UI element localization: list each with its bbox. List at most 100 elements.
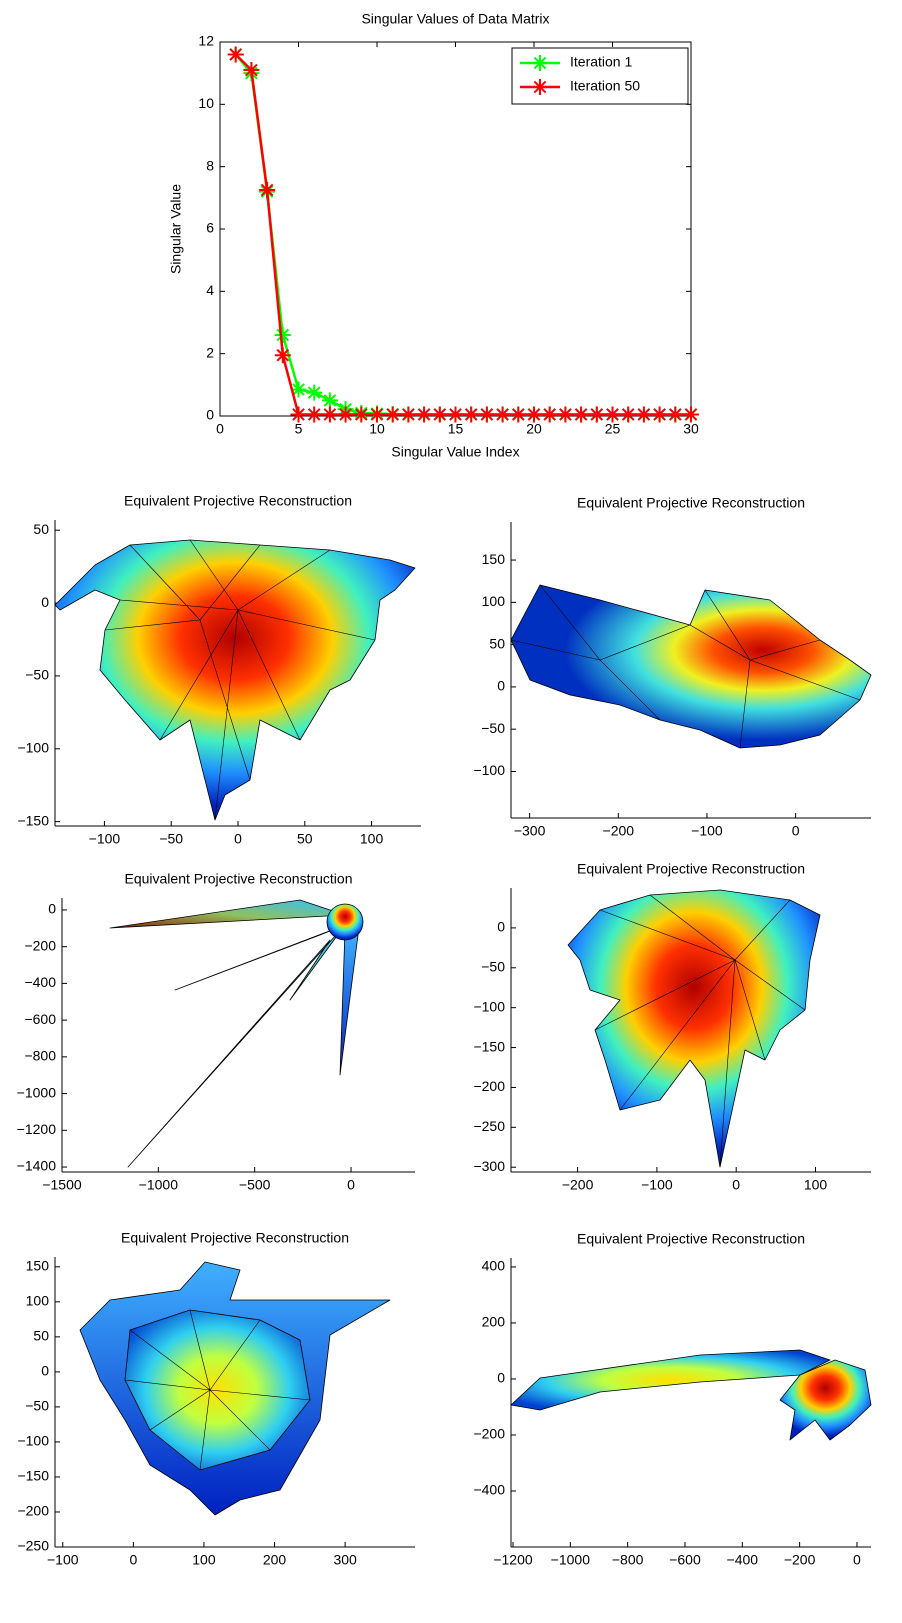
marker <box>306 406 323 423</box>
marker <box>667 406 684 423</box>
chart-title: Equivalent Projective Reconstruction <box>577 1231 805 1247</box>
x-tick-label: 300 <box>333 1552 357 1568</box>
x-tick-label: 30 <box>683 421 699 437</box>
marker <box>478 406 495 423</box>
mesh-wire <box>594 894 806 1168</box>
x-tick-label: −200 <box>784 1552 816 1568</box>
y-tick-label: 0 <box>48 901 56 917</box>
y-tick-label: −50 <box>481 958 505 974</box>
y-tick-label: 400 <box>482 1258 506 1274</box>
legend-box <box>511 47 689 105</box>
x-tick-label: −200 <box>562 1177 594 1193</box>
x-tick-label: −200 <box>603 823 635 839</box>
mesh-wire <box>124 1309 311 1471</box>
chart-title: Equivalent Projective Reconstruction <box>124 493 352 509</box>
x-tick-label: 0 <box>853 1552 861 1568</box>
x-tick-label: 0 <box>792 823 800 839</box>
marker <box>651 406 668 423</box>
x-tick-label: −1000 <box>139 1177 179 1193</box>
marker <box>259 182 276 199</box>
y-tick-label: −100 <box>473 998 505 1014</box>
marker <box>573 406 590 423</box>
y-tick-label: −50 <box>481 720 505 736</box>
y-tick-label: 150 <box>26 1258 50 1274</box>
y-tick-label: −250 <box>17 1538 49 1554</box>
y-tick-label: −150 <box>473 1038 505 1054</box>
y-tick-label: 4 <box>206 282 214 298</box>
y-tick-label: 0 <box>206 407 214 423</box>
legend-marker <box>532 79 548 95</box>
y-tick-label: 0 <box>497 1370 505 1386</box>
marker <box>227 46 244 63</box>
y-tick-label: 50 <box>33 521 49 537</box>
marker <box>290 406 307 423</box>
marker <box>635 406 652 423</box>
x-tick-label: −1000 <box>551 1552 591 1568</box>
y-tick-label: −150 <box>17 1468 49 1484</box>
mesh-surface <box>510 1349 831 1411</box>
y-tick-label: 0 <box>41 594 49 610</box>
y-tick-label: −50 <box>25 667 49 683</box>
chart-title: Equivalent Projective Reconstruction <box>124 871 352 887</box>
mesh-surface <box>779 1359 872 1441</box>
y-tick-label: −100 <box>473 762 505 778</box>
x-tick-label: 25 <box>605 421 621 437</box>
y-tick-label: −150 <box>17 812 49 828</box>
chart-title: Singular Values of Data Matrix <box>361 11 549 27</box>
y-tick-label: 6 <box>206 220 214 236</box>
y-tick-label: −400 <box>473 1482 505 1498</box>
x-axis-label: Singular Value Index <box>391 444 519 460</box>
legend-marker <box>532 55 548 71</box>
y-tick-label: −1200 <box>17 1121 57 1137</box>
marker <box>274 347 291 364</box>
series-line <box>234 53 691 416</box>
x-tick-label: 100 <box>192 1552 216 1568</box>
mesh-surface <box>124 1309 311 1471</box>
y-tick-label: 10 <box>198 95 214 111</box>
x-tick-label: −400 <box>727 1552 759 1568</box>
y-tick-label: 50 <box>33 1328 49 1344</box>
y-tick-label: −200 <box>473 1078 505 1094</box>
y-tick-label: −300 <box>473 1158 505 1174</box>
marker <box>494 406 511 423</box>
legend-label: Iteration 50 <box>570 78 640 94</box>
marker <box>353 406 370 423</box>
x-tick-label: 0 <box>216 421 224 437</box>
y-tick-label: −1000 <box>17 1084 57 1100</box>
y-tick-label: 0 <box>497 919 505 935</box>
mesh-surface <box>54 539 416 821</box>
marker <box>243 62 260 79</box>
x-tick-label: −100 <box>641 1177 673 1193</box>
marker <box>369 406 385 423</box>
x-tick-label: 100 <box>804 1177 828 1193</box>
x-tick-label: 100 <box>360 831 384 847</box>
x-tick-label: 200 <box>263 1552 287 1568</box>
x-tick-label: −300 <box>514 823 546 839</box>
x-tick-label: 50 <box>297 831 313 847</box>
marker <box>463 406 480 423</box>
marker <box>274 326 291 343</box>
y-tick-label: −50 <box>25 1398 49 1414</box>
x-tick-label: −1200 <box>493 1552 533 1568</box>
marker <box>510 406 527 423</box>
mesh-drawings <box>54 539 872 1516</box>
series-line <box>234 53 691 416</box>
x-tick-label: 5 <box>295 421 303 437</box>
marker <box>400 406 417 423</box>
y-tick-label: −100 <box>17 739 49 755</box>
mesh-wire <box>510 584 861 749</box>
marker <box>431 406 448 423</box>
y-tick-label: −200 <box>17 1503 49 1519</box>
marker <box>683 406 699 423</box>
y-tick-label: 0 <box>497 678 505 694</box>
marker <box>447 406 464 423</box>
y-tick-label: 100 <box>26 1293 50 1309</box>
y-tick-label: −100 <box>17 1433 49 1449</box>
x-tick-label: −600 <box>669 1552 701 1568</box>
y-tick-label: −250 <box>473 1118 505 1134</box>
y-tick-label: −200 <box>473 1426 505 1442</box>
y-tick-label: −600 <box>24 1011 56 1027</box>
x-tick-label: −50 <box>159 831 183 847</box>
marker <box>306 384 323 401</box>
x-tick-label: −100 <box>89 831 121 847</box>
